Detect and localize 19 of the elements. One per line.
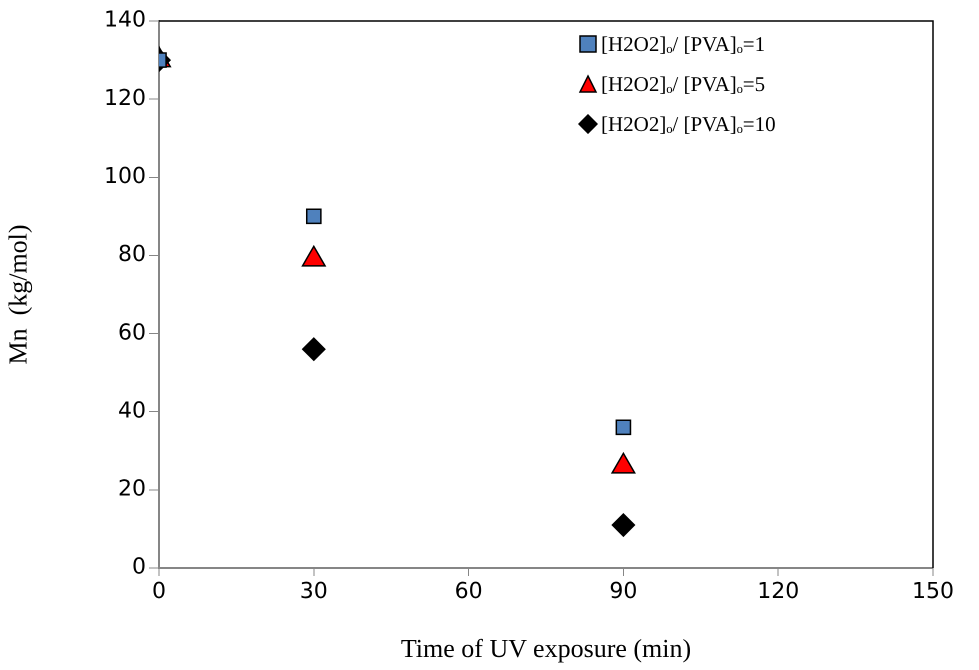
y-tick-label: 0 xyxy=(132,554,146,580)
x-tick-label: 120 xyxy=(757,578,800,604)
x-tick-label: 60 xyxy=(454,578,483,604)
y-tick-label: 120 xyxy=(104,86,146,111)
x-tick-label: 90 xyxy=(609,578,638,604)
y-tick-label: 100 xyxy=(104,164,146,190)
y-tick-label: 20 xyxy=(118,476,146,502)
legend-label: [H2O2]ₒ/ [PVA]ₒ=10 xyxy=(601,112,776,136)
x-axis-title: Time of UV exposure (min) xyxy=(400,634,692,664)
y-tick-label: 80 xyxy=(118,242,146,268)
y-tick-label: 40 xyxy=(118,398,146,424)
legend-label: [H2O2]ₒ/ [PVA]ₒ=1 xyxy=(601,32,766,56)
legend-label: [H2O2]ₒ/ [PVA]ₒ=5 xyxy=(601,72,766,96)
y-tick-label: 140 xyxy=(104,8,146,33)
y-tick-label: 60 xyxy=(118,320,146,346)
y-axis-title: Mn (kg/mol) xyxy=(3,224,32,365)
x-tick-label: 30 xyxy=(300,578,328,604)
x-tick-label: 0 xyxy=(152,578,166,604)
x-tick-label: 150 xyxy=(912,578,954,604)
